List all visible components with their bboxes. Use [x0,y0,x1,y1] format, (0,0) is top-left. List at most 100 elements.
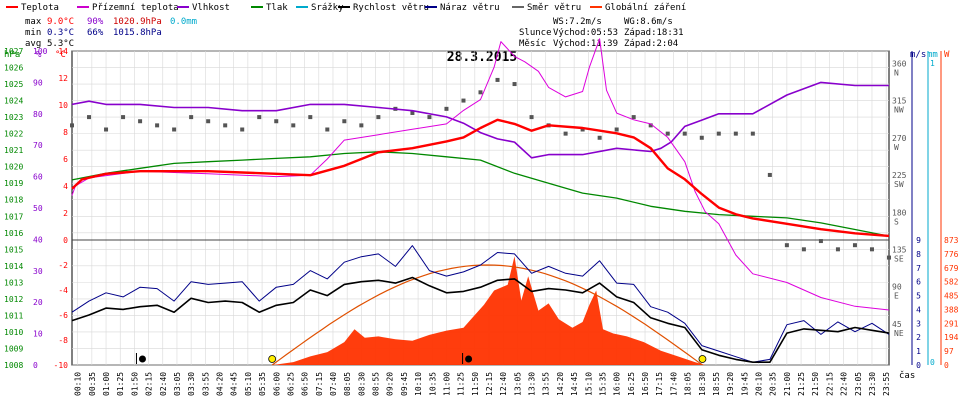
tick-w: 97 [944,347,954,356]
sunset-info: Západ:18:31 [624,28,684,38]
tick-time: 23:05 [854,372,863,396]
wind-direction-point [172,127,177,132]
stats-block: max 9.0°C 90% 1020.9hPa 0.0mm min 0.3°C … [25,17,197,49]
tick-time: 16:00 [613,372,622,396]
tick-time: 06:25 [286,372,295,396]
grid [71,50,890,366]
legend: Teplota Přízemní teplota Vlhkost Tlak Srážky… [6,3,686,13]
wind-direction-point [104,127,109,132]
tick-time: 18:05 [684,372,693,396]
legend-label-7: Směr větru [527,3,581,13]
tick-pct: 100 [33,47,48,56]
wind-direction-point [529,115,534,120]
stats-max-rain: 0.0mm [170,17,197,27]
wind-direction-point [257,115,262,120]
tick-time: 07:40 [329,372,338,396]
tick-w: 873 [944,236,959,245]
tick-time: 13:05 [513,372,522,396]
sunrise-marker [268,355,277,363]
wind-gust-info: WG:8.6m/s [624,17,673,27]
tick-pct: 0 [33,361,38,370]
wind-direction-point [427,115,432,120]
tick-w: 0 [944,361,949,370]
tick-ms: 9 [916,236,921,245]
tick-degc: 2 [63,209,68,218]
wind-direction-point [699,135,704,140]
moon-label: Měsíc [519,39,546,49]
tick-time: 17:40 [669,372,678,396]
stats-max-temp: 9.0°C [47,17,74,27]
tick-hpa: 1027 [4,47,23,56]
tick-dir: 315 [892,97,907,106]
tick-time: 23:55 [882,372,891,396]
legend-label-3: Tlak [266,3,288,13]
wind-direction-point [614,127,619,132]
tick-hpa: 1009 [4,344,23,353]
unit-pct: % [36,50,42,60]
tick-time: 19:20 [726,372,735,396]
wind-direction-point [274,119,279,124]
wind-direction-point [138,119,143,124]
wind-direction-point [733,131,738,136]
tick-ms: 4 [916,305,921,314]
wind-direction-point [87,115,92,120]
chart-title: 28.3.2015 [447,50,517,65]
tick-w: 485 [944,292,959,301]
wind-direction-point [801,247,806,252]
tick-time: 13:55 [542,372,551,396]
tick-w: 679 [944,264,959,273]
wind-direction-point [887,255,891,260]
moonset-info: Západ:2:04 [624,39,678,49]
tick-ms: 5 [916,292,921,301]
tick-time: 22:40 [840,372,849,396]
wind-direction-point [70,123,74,128]
tick-time: 08:30 [357,372,366,396]
sun-label: Slunce [519,28,552,38]
stats-max-hum: 90% [87,17,104,27]
tick-time: 02:15 [145,372,154,396]
stats-min-temp: 0.3°C [47,28,74,38]
unit-mm: mm [927,50,938,60]
tick-time: 00:10 [74,372,83,396]
wind-direction-point [597,135,602,140]
wind-direction-point [308,115,313,120]
wind-direction-point [240,127,245,132]
tick-dir: 180 [892,208,907,217]
tick-time: 14:20 [556,372,565,396]
tick-time: 03:30 [187,372,196,396]
sunrise-info: Východ:05:53 [553,28,618,38]
wind-direction-point [342,119,347,124]
tick-time: 05:35 [258,372,267,396]
tick-dir-label: SE [894,254,904,263]
x-axis-label: čas [899,370,915,381]
tick-w: 194 [944,333,959,342]
wind-direction-point [121,115,126,120]
tick-time: 10:35 [428,372,437,396]
wind-direction-point [189,115,194,120]
tick-hpa: 1017 [4,212,23,221]
tick-time: 07:15 [315,372,324,396]
tick-pct: 30 [33,267,43,276]
tick-time: 03:55 [201,372,210,396]
tick-ms: 3 [916,319,921,328]
legend-label-6: Náraz větru [440,3,500,13]
unit-w: W [944,50,950,60]
tick-hpa: 1018 [4,196,23,205]
tick-time: 08:05 [343,372,352,396]
tick-time: 09:45 [400,372,409,396]
tick-time: 03:05 [173,372,182,396]
wind-direction-point [818,239,823,244]
legend-label-5: Rychlost větru [353,3,429,13]
tick-time: 22:15 [825,372,834,396]
tick-ms: 8 [916,250,921,259]
tick-time: 15:35 [598,372,607,396]
tick-pct: 20 [33,298,43,307]
tick-time: 04:20 [216,372,225,396]
tick-dir: 270 [892,134,907,143]
tick-time: 18:30 [698,372,707,396]
tick-degc: 0 [63,236,68,245]
tick-hpa: 1022 [4,130,23,139]
tick-degc: 8 [63,128,68,137]
series-teplota [71,118,890,238]
